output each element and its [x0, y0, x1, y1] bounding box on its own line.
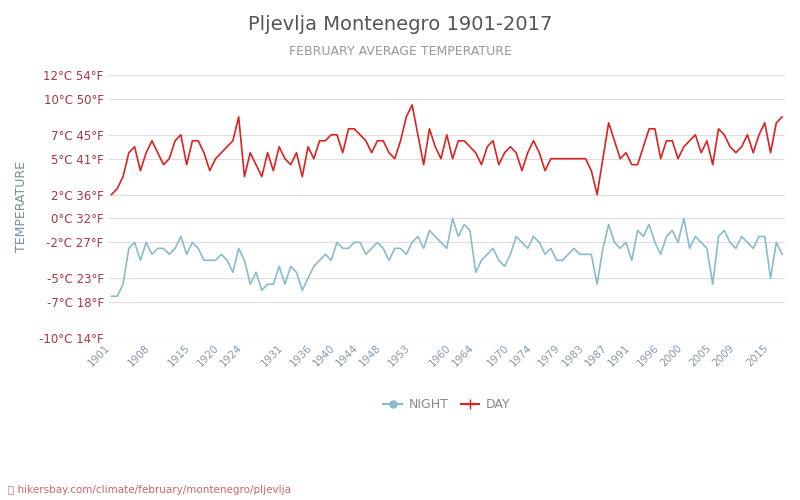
Legend: NIGHT, DAY: NIGHT, DAY — [378, 393, 515, 416]
Text: 📍 hikersbay.com/climate/february/montenegro/pljevlja: 📍 hikersbay.com/climate/february/montene… — [8, 485, 291, 495]
Y-axis label: TEMPERATURE: TEMPERATURE — [15, 161, 28, 252]
Text: FEBRUARY AVERAGE TEMPERATURE: FEBRUARY AVERAGE TEMPERATURE — [289, 45, 511, 58]
Text: Pljevlja Montenegro 1901-2017: Pljevlja Montenegro 1901-2017 — [248, 15, 552, 34]
